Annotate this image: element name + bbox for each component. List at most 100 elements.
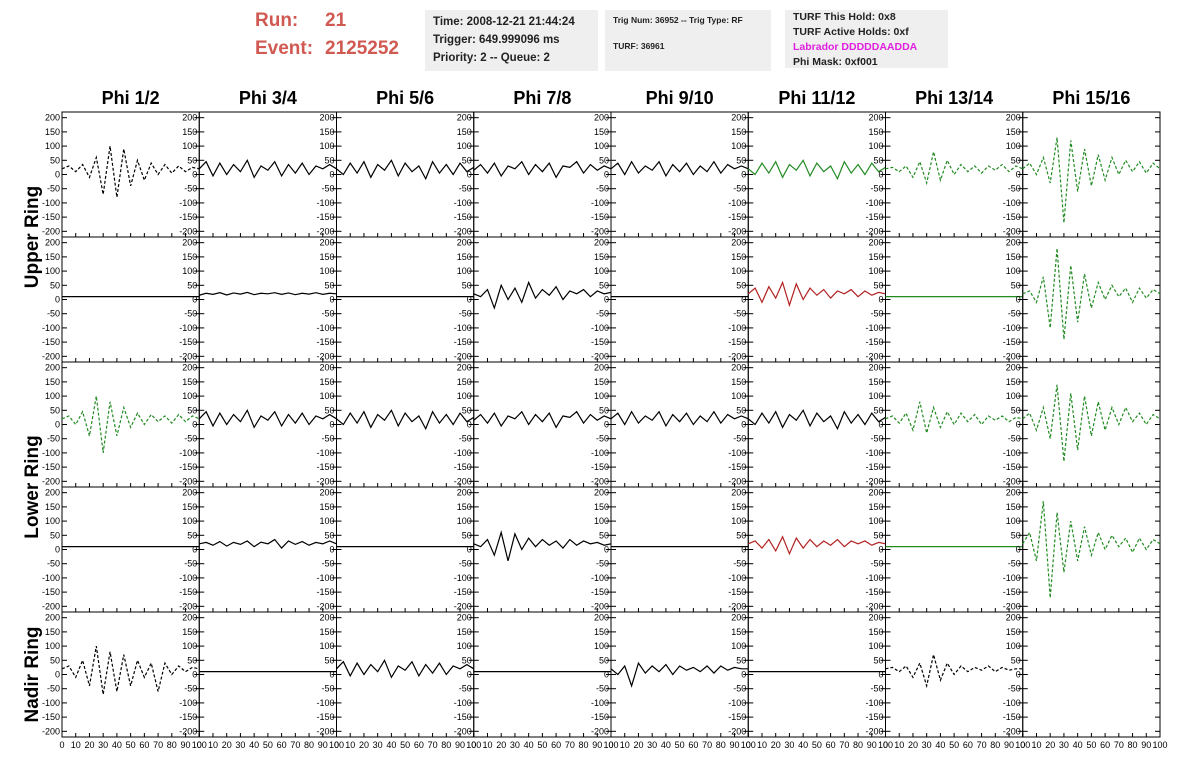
y-tick-label: 150 — [319, 627, 334, 637]
y-tick-label: -50 — [321, 434, 334, 444]
y-tick-label: -200 — [728, 726, 746, 736]
x-tick-label: 70 — [702, 740, 712, 750]
y-tick-label: 150 — [45, 502, 60, 512]
y-tick-label: 150 — [594, 252, 609, 262]
y-tick-label: 50 — [187, 280, 197, 290]
y-tick-label: 100 — [45, 516, 60, 526]
x-tick-label: 20 — [633, 740, 643, 750]
waveform — [610, 410, 749, 428]
y-tick-label: -50 — [596, 559, 609, 569]
y-tick-label: 50 — [1011, 155, 1021, 165]
info-line: TURF This Hold: 0x8 — [793, 11, 896, 23]
x-tick-label: 50 — [949, 740, 959, 750]
y-tick-label: 100 — [457, 141, 472, 151]
y-tick-label: 200 — [594, 238, 609, 248]
y-tick-label: -50 — [184, 434, 197, 444]
y-tick-label: -50 — [870, 184, 883, 194]
y-tick-label: 0 — [467, 545, 472, 555]
y-tick-label: 100 — [45, 641, 60, 651]
y-tick-label: -100 — [316, 198, 334, 208]
panel-frame — [1022, 111, 1161, 238]
y-tick-label: -50 — [1008, 559, 1021, 569]
y-tick-label: -50 — [47, 309, 60, 319]
x-tick-label: 70 — [1114, 740, 1124, 750]
y-tick-label: -200 — [1003, 351, 1021, 361]
column-header: Phi 7/8 — [513, 88, 571, 108]
waveform — [748, 535, 886, 556]
y-tick-label: 200 — [319, 238, 334, 248]
y-tick-label: 200 — [182, 488, 197, 498]
y-tick-label: -50 — [1008, 184, 1021, 194]
y-tick-label: -200 — [728, 476, 746, 486]
y-tick-label: -150 — [179, 337, 197, 347]
y-tick-label: 100 — [182, 266, 197, 276]
y-tick-label: -50 — [596, 684, 609, 694]
y-tick-label: 200 — [1006, 113, 1021, 123]
waveform — [336, 409, 475, 431]
waveform — [473, 160, 612, 179]
y-tick-label: -50 — [47, 434, 60, 444]
x-tick-label: 40 — [661, 740, 671, 750]
x-tick-label: 80 — [716, 740, 726, 750]
y-tick-label: 0 — [192, 420, 197, 430]
x-tick-label: 60 — [139, 740, 149, 750]
y-tick-label: -100 — [42, 698, 60, 708]
y-tick-label: -200 — [591, 476, 609, 486]
run-value: 21 — [325, 10, 347, 31]
y-tick-label: 150 — [868, 377, 883, 387]
y-tick-label: -150 — [42, 587, 60, 597]
y-tick-label: -150 — [454, 462, 472, 472]
x-tick-label: 10 — [1031, 740, 1041, 750]
x-tick-label: 50 — [1086, 740, 1096, 750]
y-tick-label: -200 — [728, 226, 746, 236]
y-tick-label: 0 — [1016, 545, 1021, 555]
y-tick-label: -200 — [179, 726, 197, 736]
y-tick-label: 200 — [319, 613, 334, 623]
y-tick-label: 150 — [319, 252, 334, 262]
x-tick-label: 40 — [935, 740, 945, 750]
y-tick-label: -150 — [591, 337, 609, 347]
y-tick-label: 0 — [604, 420, 609, 430]
waveform — [61, 395, 200, 453]
y-tick-label: -100 — [42, 323, 60, 333]
x-tick-label: 30 — [373, 740, 383, 750]
y-tick-label: 50 — [1011, 280, 1021, 290]
y-tick-label: 200 — [457, 238, 472, 248]
y-tick-label: -50 — [733, 309, 746, 319]
y-tick-label: -200 — [865, 351, 883, 361]
y-tick-label: -150 — [591, 462, 609, 472]
x-tick-label: 70 — [290, 740, 300, 750]
x-tick-label: 0 — [608, 740, 613, 750]
y-tick-label: -200 — [179, 476, 197, 486]
waveform — [747, 409, 886, 431]
y-tick-label: -150 — [591, 212, 609, 222]
y-tick-label: -50 — [596, 184, 609, 194]
y-tick-label: -100 — [179, 448, 197, 458]
x-tick-label: 90 — [181, 740, 191, 750]
y-tick-label: -150 — [1003, 462, 1021, 472]
x-tick-label: 30 — [235, 740, 245, 750]
waveform — [885, 401, 1023, 434]
x-tick-label: 90 — [1004, 740, 1014, 750]
y-tick-label: 50 — [1011, 530, 1021, 540]
y-tick-label: 100 — [1006, 516, 1021, 526]
x-tick-label: 50 — [812, 740, 822, 750]
y-tick-label: -150 — [865, 587, 883, 597]
x-tick-label: 10 — [345, 740, 355, 750]
y-tick-label: -200 — [591, 226, 609, 236]
waveform — [1022, 248, 1161, 340]
y-tick-label: 150 — [594, 502, 609, 512]
y-tick-label: 50 — [736, 655, 746, 665]
x-tick-label: 20 — [771, 740, 781, 750]
column-header: Phi 15/16 — [1052, 88, 1130, 108]
y-tick-label: 200 — [45, 363, 60, 373]
y-tick-label: -50 — [870, 684, 883, 694]
y-tick-label: -150 — [591, 712, 609, 722]
x-tick-label: 0 — [883, 740, 888, 750]
y-tick-label: 50 — [873, 405, 883, 415]
y-tick-label: 0 — [741, 295, 746, 305]
column-header: Phi 1/2 — [102, 88, 160, 108]
x-tick-label: 40 — [112, 740, 122, 750]
y-tick-label: 150 — [594, 127, 609, 137]
x-tick-label: 80 — [167, 740, 177, 750]
